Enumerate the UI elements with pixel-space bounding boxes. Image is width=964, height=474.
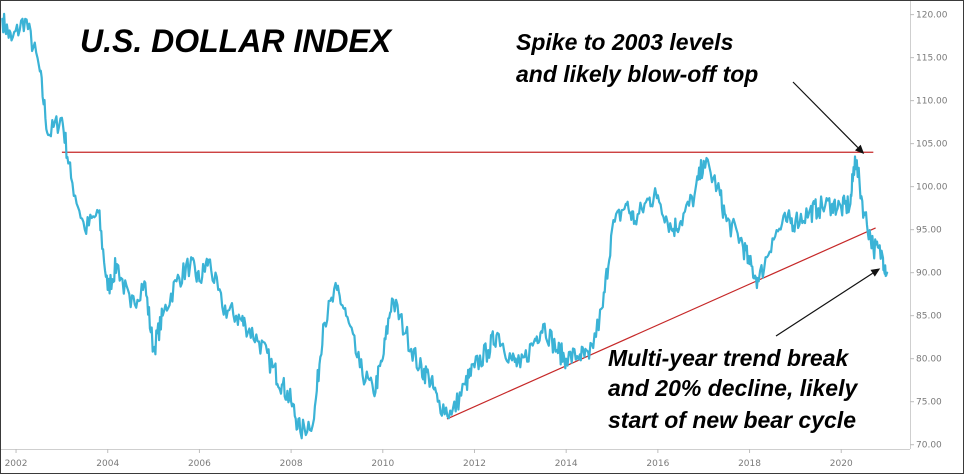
x-tick-label: 2008: [280, 459, 303, 469]
annotation-spike-line-1: Spike to 2003 levels: [516, 29, 733, 55]
support-trendline: [446, 227, 876, 420]
dollar-index-line: [1, 12, 889, 440]
y-tick-label: 95.00: [916, 226, 942, 236]
annotation-break-arrowhead: [870, 268, 881, 277]
x-tick-label: 2006: [188, 459, 211, 469]
x-tick-label: 2020: [830, 459, 853, 469]
y-tick-label: 85.00: [916, 312, 942, 322]
x-tick-label: 2018: [738, 459, 761, 469]
annotation-break-line-2: and 20% decline, likely: [608, 375, 858, 401]
y-tick-label: 120.00: [916, 11, 948, 21]
annotation-break-line-1: Multi-year trend break: [608, 345, 849, 371]
y-tick-label: 110.00: [916, 97, 948, 107]
x-tick-label: 2016: [646, 459, 669, 469]
trendlines: [61, 151, 876, 420]
x-axis-ticks: 2002 2004 2006 2008 2010 2012 2014 2016 2018 2020: [5, 449, 853, 469]
y-tick-label: 75.00: [916, 398, 942, 408]
annotation-trend-break: Multi-year trend break and 20% decline, …: [608, 268, 881, 433]
annotation-spike-arrow: [792, 81, 859, 148]
x-tick-label: 2010: [371, 459, 394, 469]
y-tick-label: 105.00: [916, 140, 948, 150]
annotation-spike: Spike to 2003 levels and likely blow-off…: [516, 29, 865, 154]
chart-title: U.S. DOLLAR INDEX: [80, 23, 393, 59]
y-tick-label: 100.00: [916, 183, 948, 193]
annotation-break-arrow: [775, 272, 873, 337]
x-tick-label: 2012: [463, 459, 486, 469]
x-tick-label: 2002: [5, 459, 28, 469]
y-tick-label: 70.00: [916, 441, 942, 451]
annotation-break-line-3: start of new bear cycle: [608, 407, 856, 433]
x-tick-label: 2004: [96, 459, 119, 469]
y-tick-label: 90.00: [916, 269, 942, 279]
annotation-spike-line-2: and likely blow-off top: [516, 61, 758, 87]
y-tick-label: 115.00: [916, 54, 948, 64]
y-axis-ticks: 70.00 75.00 80.00 85.00 90.00 95.00 100.00 105.…: [910, 11, 948, 451]
annotation-spike-arrowhead: [854, 144, 865, 154]
y-tick-label: 80.00: [916, 355, 942, 365]
x-tick-label: 2014: [555, 459, 578, 469]
